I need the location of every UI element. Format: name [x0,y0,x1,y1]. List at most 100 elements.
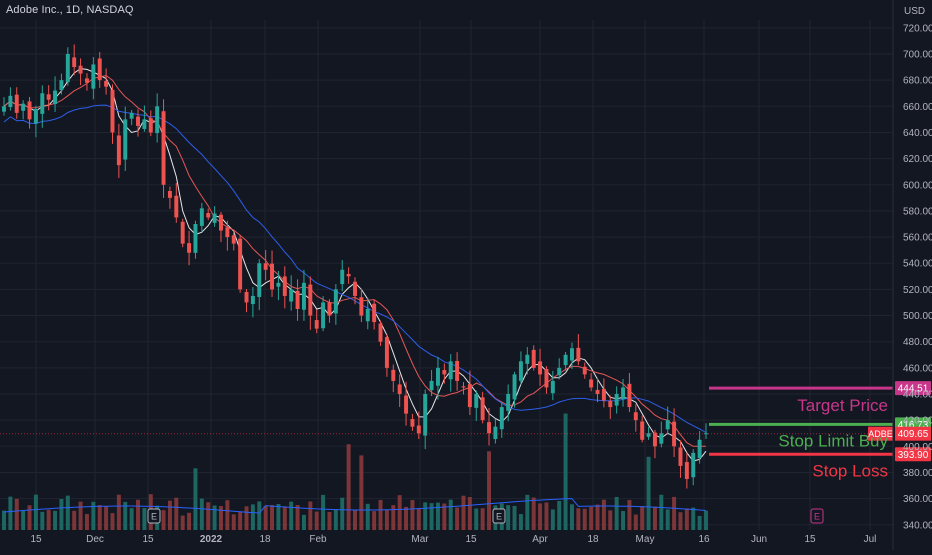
volume-bar [538,503,543,530]
time-tick-label: Jun [751,534,767,545]
candle-body [8,95,13,108]
current-price-label: 409.65 [898,429,929,440]
grid-layer [0,20,893,530]
candle-body [378,323,383,342]
candle-body [684,462,689,479]
volume-bar [487,451,491,530]
volume-bar [187,512,192,530]
volume-bar [652,506,657,530]
price-tick-label: 440.00 [903,390,932,401]
earnings-marker[interactable] [147,508,161,524]
candle-body [582,366,587,375]
candle-body [601,388,606,401]
candle-body [455,360,460,381]
candle-body [257,263,262,297]
earnings-marker[interactable] [492,508,506,524]
volume-bar [193,468,198,530]
volume-bar [416,508,421,530]
candle-body [467,384,472,408]
candle-body [65,54,70,83]
candle-body [282,276,287,296]
candle-body [404,395,409,414]
volume-bar [231,514,236,530]
volume-bar [142,508,147,530]
candle-body [33,108,38,124]
annotation-layer: Target Price Stop Limit Buy Stop Loss [778,396,888,480]
price-tick-label: 640.00 [903,128,932,139]
candle-body [129,112,134,119]
candle-body [538,361,543,375]
volume-bar [116,494,121,530]
symbol-title: Adobe Inc., 1D, NASDAQ [6,4,134,16]
volume-bar [525,494,530,530]
volume-bar [691,507,696,530]
ma-fast-line [3,68,707,462]
volume-bar [263,505,268,530]
candle-body [640,421,645,440]
candle-body [59,80,64,91]
price-tick-label: 420.00 [903,416,932,427]
candle-body [512,374,517,400]
price-tick-label: 620.00 [903,154,932,165]
candle-body [576,347,581,362]
candle-body [142,119,147,129]
volume-bar [365,503,370,530]
time-tick-label: 15 [30,534,42,545]
volume-bar [206,502,211,530]
volume-bar [14,498,19,530]
volume-bar [589,506,594,530]
candle-body [570,348,574,361]
time-tick-label: May [636,534,655,545]
stop-loss-annotation[interactable]: Stop Loss [812,461,888,480]
volume-bar [544,502,549,530]
volume-bar [346,444,351,530]
candle-body [672,421,677,447]
time-tick-label: 18 [587,534,599,545]
volume-bar [301,514,306,530]
candle-body [321,302,326,329]
price-tick-label: 560.00 [903,233,932,244]
volume-bar [97,505,102,530]
volume-bar [704,510,708,530]
candle-body [410,419,415,427]
candle-body [289,289,294,302]
time-axis[interactable]: 15 Dec 15 2022 18 Feb Mar 15 Apr 18 May 16 Jun 15 Jul [30,534,876,545]
candle-body [14,94,19,113]
volume-bar [378,499,383,530]
volume-bar [295,504,300,530]
candle-body [665,420,670,430]
candle-body [263,263,268,270]
volume-bar [219,506,223,530]
candle-body [231,235,236,244]
price-tick-label: 400.00 [903,442,932,453]
volume-bar [104,506,109,530]
volume-bar [512,505,517,530]
candle-body [123,119,128,160]
volume-bar [550,509,555,530]
target-price-annotation[interactable]: Target Price [797,396,888,415]
volume-bar [27,505,32,530]
volume-bar [110,513,115,530]
candle-body [697,439,702,459]
volume-bar [65,495,70,530]
volume-bar [174,497,179,530]
volume-bar [608,510,613,530]
candle-body [148,118,153,133]
volume-bar [270,505,275,530]
volume-bar [321,494,326,530]
level-lines-layer: 444.51 416.73 393.90 ADBE 409.65 [0,381,931,462]
time-tick-label: Mar [411,534,429,545]
level-price-tag [895,381,931,396]
currency-label: USD [904,6,926,17]
stop-limit-buy-annotation[interactable]: Stop Limit Buy [778,431,888,450]
earnings-marker[interactable] [810,508,824,524]
volume-bar [404,506,409,530]
candle-body [193,224,198,253]
candle-body [84,78,89,83]
volume-bar [33,494,38,530]
price-axis[interactable]: 340.00 360.00 380.00 400.00 420.00 440.00 460.… [892,0,932,550]
volume-bar [84,514,89,530]
candle-body [506,394,511,411]
